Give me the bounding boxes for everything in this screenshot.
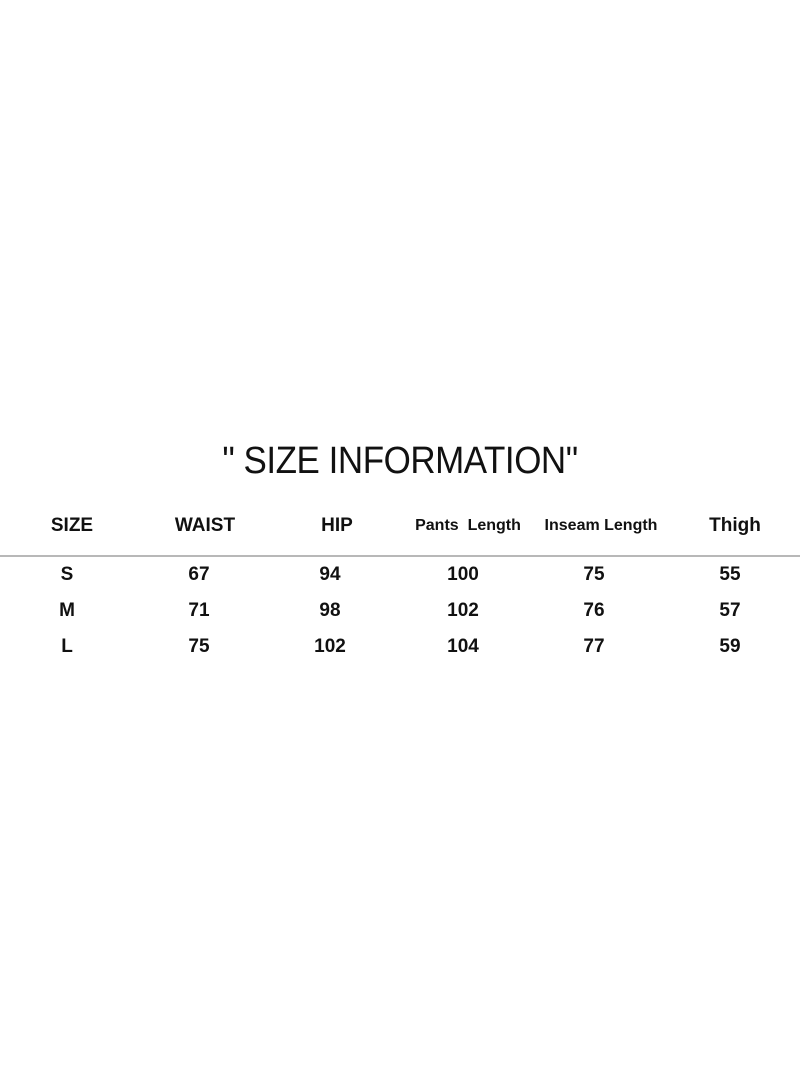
header-thigh: Thigh [709,515,761,536]
cell-hip: 94 [319,564,341,585]
header-inseam-length: Inseam Length [544,517,658,534]
page-title: " SIZE INFORMATION" [222,440,578,482]
cell-size: L [61,636,73,657]
header-pants-length: Pants Length [415,517,521,534]
cell-pants-length: 100 [447,564,479,585]
cell-thigh: 55 [719,564,741,585]
cell-waist: 71 [188,600,210,621]
cell-hip: 102 [314,636,346,657]
header-waist: WAIST [174,515,236,536]
cell-hip: 98 [319,600,341,621]
cell-size: M [59,600,75,621]
cell-inseam-length: 77 [583,636,605,657]
cell-inseam-length: 76 [583,600,605,621]
cell-thigh: 57 [719,600,741,621]
cell-waist: 67 [188,564,210,585]
cell-waist: 75 [188,636,210,657]
cell-thigh: 59 [719,636,741,657]
cell-pants-length: 102 [447,600,479,621]
cell-pants-length: 104 [447,636,479,657]
header-size: SIZE [50,515,94,536]
cell-size: S [60,564,74,585]
header-divider [0,555,800,557]
cell-inseam-length: 75 [583,564,605,585]
header-hip: HIP [321,515,353,536]
